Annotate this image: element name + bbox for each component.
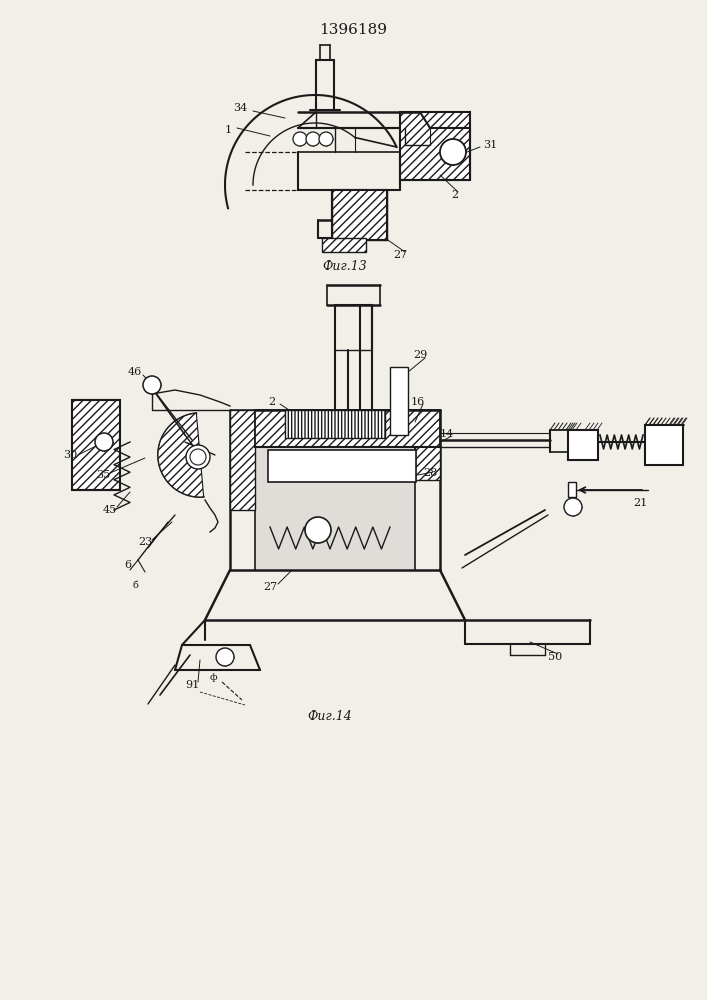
Text: ф: ф [209,674,217,682]
Text: 27: 27 [393,250,407,260]
Wedge shape [158,413,204,497]
Text: 46: 46 [128,367,142,377]
Circle shape [186,445,210,469]
Bar [332,190,387,240]
Bar [255,410,415,570]
Bar [230,410,255,510]
Text: 34: 34 [233,103,247,113]
Circle shape [293,132,307,146]
Circle shape [190,449,206,465]
Bar [400,112,470,180]
Text: 50: 50 [548,652,562,662]
Bar [568,430,598,460]
Text: 23: 23 [138,537,152,547]
Bar [285,410,385,438]
Text: 91: 91 [185,680,199,690]
Circle shape [305,517,331,543]
Circle shape [306,132,320,146]
Circle shape [95,433,113,451]
Circle shape [319,132,333,146]
Text: 45: 45 [103,505,117,515]
Text: 21: 21 [633,498,647,508]
Text: 35: 35 [96,470,110,480]
Bar [72,400,120,490]
Text: б: б [132,580,138,589]
Text: 31: 31 [483,140,497,150]
Bar [255,410,440,447]
Text: 29: 29 [413,350,427,360]
Text: 2: 2 [269,397,276,407]
Bar [415,410,440,480]
Text: 30: 30 [63,450,77,460]
Bar [268,450,416,482]
Bar [568,482,576,497]
Text: 6: 6 [124,560,132,570]
Text: 1: 1 [224,125,232,135]
Text: 1396189: 1396189 [319,23,387,37]
Circle shape [216,648,234,666]
Text: Фиг.13: Фиг.13 [322,260,368,273]
Circle shape [564,498,582,516]
Text: 27: 27 [263,582,277,592]
Circle shape [143,376,161,394]
Bar [645,425,683,465]
Text: 2: 2 [452,190,459,200]
Circle shape [440,139,466,165]
Bar [322,238,366,252]
Text: 16: 16 [411,397,425,407]
Text: Фиг.14: Фиг.14 [308,710,352,724]
Text: 14: 14 [440,429,454,439]
Bar [390,367,408,435]
Text: 28: 28 [423,468,437,478]
